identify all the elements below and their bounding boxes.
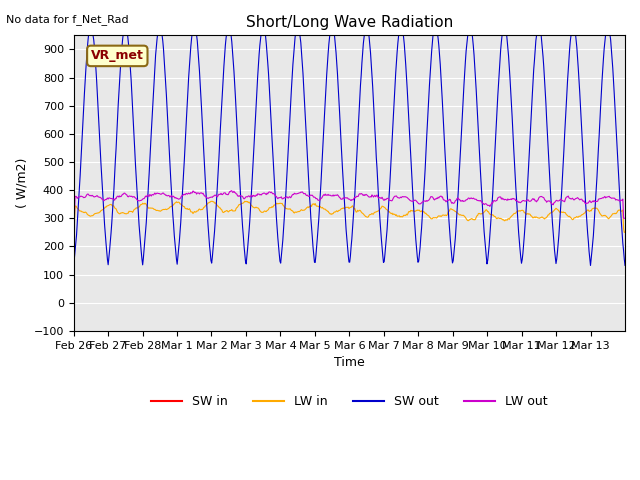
LW out bbox=[438, 194, 445, 200]
X-axis label: Time: Time bbox=[334, 356, 365, 369]
SW out bbox=[70, 263, 77, 269]
LW out bbox=[228, 188, 236, 193]
LW in bbox=[264, 207, 271, 213]
LW out bbox=[264, 191, 271, 197]
SW out bbox=[237, 190, 244, 195]
SW out bbox=[621, 263, 629, 268]
Line: LW out: LW out bbox=[74, 191, 625, 218]
SW out bbox=[122, 22, 129, 27]
LW in bbox=[236, 202, 244, 207]
LW in bbox=[70, 229, 77, 235]
SW out bbox=[407, 155, 415, 161]
LW in bbox=[285, 206, 292, 212]
SW out bbox=[135, 222, 143, 228]
Text: VR_met: VR_met bbox=[91, 49, 144, 62]
LW in bbox=[134, 204, 142, 210]
LW in bbox=[621, 229, 629, 235]
Line: LW in: LW in bbox=[74, 201, 625, 232]
LW in bbox=[407, 207, 415, 213]
Line: SW out: SW out bbox=[74, 24, 625, 266]
SW out bbox=[285, 141, 292, 146]
Y-axis label: ( W/m2): ( W/m2) bbox=[15, 158, 28, 208]
LW in bbox=[438, 213, 445, 219]
LW out bbox=[407, 198, 415, 204]
SW out bbox=[438, 86, 445, 92]
SW out bbox=[264, 60, 271, 65]
LW out bbox=[285, 195, 292, 201]
LW in bbox=[241, 198, 248, 204]
LW out bbox=[621, 216, 629, 221]
Title: Short/Long Wave Radiation: Short/Long Wave Radiation bbox=[246, 15, 453, 30]
LW out bbox=[70, 216, 77, 221]
Text: No data for f_Net_Rad: No data for f_Net_Rad bbox=[6, 14, 129, 25]
LW out bbox=[134, 198, 142, 204]
Legend: SW in, LW in, SW out, LW out: SW in, LW in, SW out, LW out bbox=[146, 390, 553, 413]
LW out bbox=[237, 193, 244, 199]
